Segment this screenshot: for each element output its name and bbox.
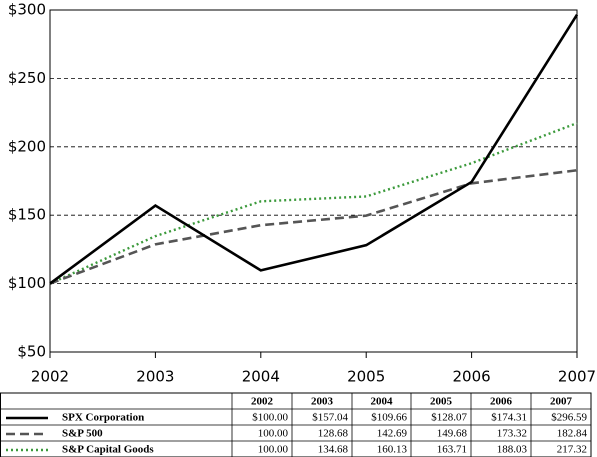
table-cell: 160.13 (377, 444, 408, 456)
y-tick-label: $150 (8, 206, 46, 224)
table-cell: $174.31 (491, 412, 527, 424)
x-tick-label: 2007 (558, 368, 596, 386)
legend-label: S&P Capital Goods (62, 444, 154, 456)
table-header: 2007 (550, 396, 573, 408)
table-cell: $100.00 (252, 412, 288, 424)
series-line (49, 13, 579, 285)
table-cell: 142.69 (377, 428, 408, 440)
y-tick-label: $200 (8, 137, 46, 155)
table-cell: 182.84 (557, 428, 588, 440)
y-tick-label: $300 (8, 1, 46, 19)
table-cell: 149.68 (437, 428, 468, 440)
series-line (49, 168, 578, 285)
x-tick-label: 2006 (453, 368, 491, 386)
table-cell: $296.59 (551, 412, 587, 424)
table-cell: 128.68 (318, 428, 349, 440)
table-cell: 134.68 (318, 444, 349, 456)
x-tick-label: 2004 (242, 368, 280, 386)
table-header: 2004 (371, 396, 394, 408)
table-header: 2006 (490, 396, 513, 408)
table-header: 2003 (311, 396, 334, 408)
table-cell: $109.66 (371, 412, 407, 424)
x-tick-label: 2002 (31, 368, 69, 386)
table-cell: 100.00 (258, 428, 289, 440)
plot-frame (49, 9, 578, 353)
legend-label: SPX Corporation (62, 412, 144, 424)
x-tick-label: 2003 (136, 368, 174, 386)
y-tick-label: $250 (8, 69, 46, 87)
table-header: 2002 (251, 396, 274, 408)
table-cell: 173.32 (497, 428, 527, 440)
y-tick-label: $100 (8, 274, 46, 292)
legend-label: S&P 500 (62, 428, 103, 440)
x-tick-label: 2005 (347, 368, 385, 386)
table-cell: 163.71 (437, 444, 467, 456)
table-cell: 100.00 (258, 444, 289, 456)
y-tick-label: $50 (17, 343, 46, 361)
table-cell: 217.32 (557, 444, 587, 456)
table-cell: 188.03 (497, 444, 528, 456)
table-cell: $128.07 (431, 412, 467, 424)
table-cell: $157.04 (312, 412, 348, 424)
table-header: 2005 (430, 396, 453, 408)
